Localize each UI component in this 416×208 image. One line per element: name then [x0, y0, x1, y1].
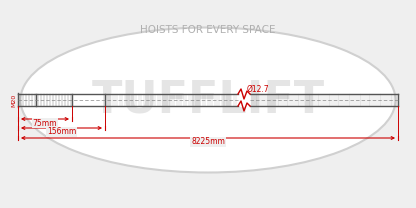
- Text: 75mm: 75mm: [33, 119, 57, 128]
- Text: TUFFLIFT: TUFFLIFT: [92, 78, 324, 121]
- Text: HOISTS FOR EVERY SPACE: HOISTS FOR EVERY SPACE: [140, 25, 276, 35]
- Text: Ø12.7: Ø12.7: [247, 85, 269, 94]
- Text: 156mm: 156mm: [47, 128, 76, 136]
- Text: M20: M20: [11, 93, 16, 107]
- Text: 8225mm: 8225mm: [191, 137, 225, 146]
- Ellipse shape: [20, 27, 396, 172]
